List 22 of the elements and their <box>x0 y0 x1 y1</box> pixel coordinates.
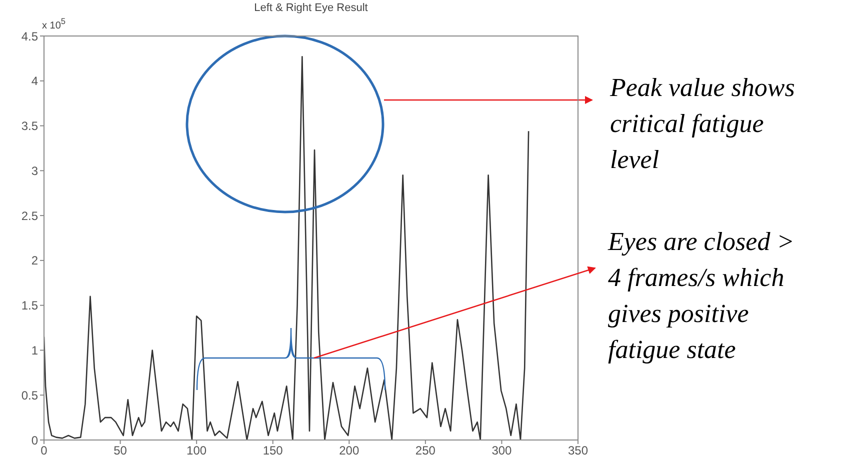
chart-title: Left & Right Eye Result <box>253 2 369 14</box>
y-tick-label: 1.5 <box>21 298 38 313</box>
y-tick-label: 2 <box>31 254 38 268</box>
x-tick-label: 0 <box>40 444 48 458</box>
text: Eyes are closed > 4 frames/s which gives positive fatigue state <box>608 226 796 366</box>
y-tick-label: 0.5 <box>21 388 38 402</box>
x-tick-label: 250 <box>415 444 436 458</box>
y-tick-label: 4.5 <box>21 29 38 44</box>
text: Peak value shows critical fatigue level <box>610 72 796 176</box>
y-tick-label: 3 <box>31 164 38 178</box>
y-tick-label: 0 <box>31 433 38 448</box>
y-tick-label: 2.5 <box>21 208 38 223</box>
x-tick-label: 300 <box>492 444 512 458</box>
x-tick-label: 50 <box>114 444 128 458</box>
y-tick-label: 1 <box>31 343 38 358</box>
x-tick-label: 100 <box>186 444 207 458</box>
y-tick-label: 3.5 <box>21 119 38 134</box>
text: x 10$^{5}$ <box>42 16 66 32</box>
y-tick-label: 4 <box>31 74 38 88</box>
x-tick-label: 200 <box>339 444 360 458</box>
x-tick-label: 350 <box>568 444 588 458</box>
x-tick-label: 150 <box>262 444 284 458</box>
